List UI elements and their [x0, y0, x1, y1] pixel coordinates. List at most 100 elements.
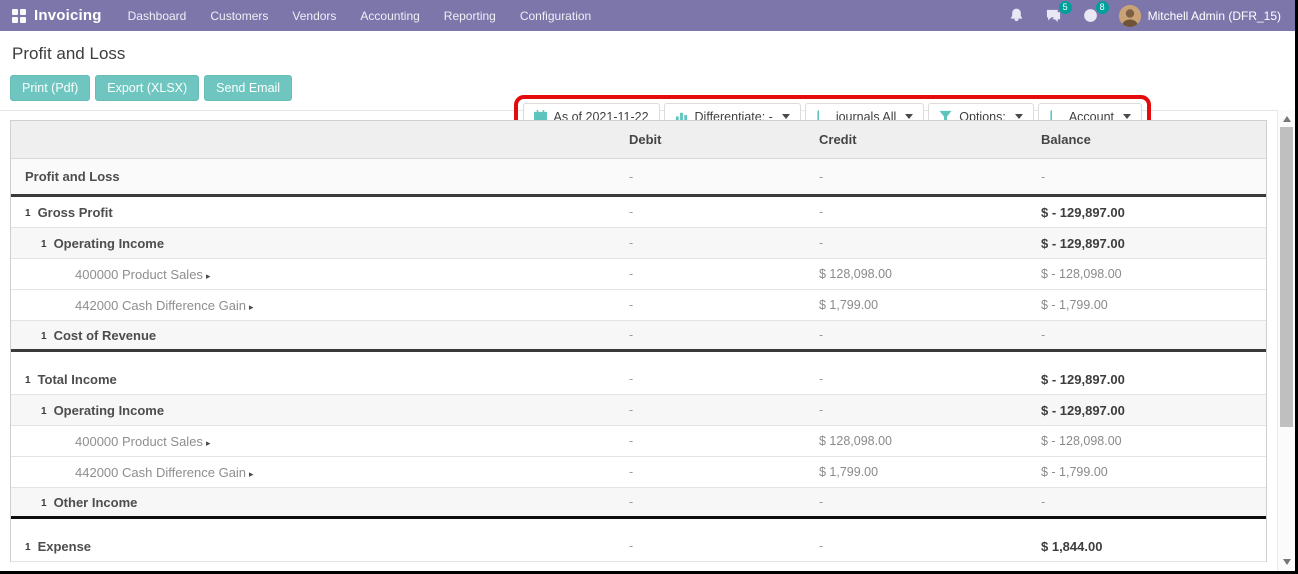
drilldown-arrow-icon: ▸ [205, 437, 211, 448]
user-name: Mitchell Admin (DFR_15) [1147, 8, 1281, 23]
table-header-row: Debit Credit Balance [11, 121, 1266, 159]
credit-value: $ 128,098.00 [819, 267, 892, 281]
balance-value: $ - 129,897.00 [1041, 402, 1125, 418]
unfold-caret-icon: 1 [25, 541, 31, 553]
section-spacer [11, 352, 1266, 364]
report-row-operating-income[interactable]: 1 Operating Income - - $ - 129,897.00 [11, 228, 1266, 259]
report-row-expense[interactable]: 1 Expense - - $ 1,844.00 [11, 531, 1266, 562]
balance-value: - [1041, 328, 1046, 342]
report-row-442000-cash-difference-gain[interactable]: 442000 Cash Difference Gain ▸ - $ 1,799.00 $… [11, 457, 1266, 488]
activities-count-badge: 8 [1095, 1, 1109, 14]
scroll-down-icon[interactable] [1278, 555, 1295, 569]
report-row-442000-cash-difference-gain[interactable]: 442000 Cash Difference Gain ▸ - $ 1,799.00 $… [11, 290, 1266, 321]
balance-value: $ - 129,897.00 [1041, 371, 1125, 387]
main-menu: Dashboard Customers Vendors Accounting Repor… [116, 0, 604, 31]
credit-value: - [819, 372, 824, 386]
drilldown-arrow-icon: ▸ [249, 301, 254, 312]
credit-value: - [819, 169, 824, 184]
report-row-other-income[interactable]: 1 Other Income - - - [11, 488, 1266, 519]
book-icon [1049, 110, 1062, 123]
balance-value: $ - 128,098.00 [1041, 267, 1122, 281]
credit-value: $ 1,799.00 [819, 298, 879, 312]
unfold-caret-icon: 1 [25, 374, 31, 386]
debit-value: - [629, 169, 634, 184]
row-label: 400000 Product Sales [75, 433, 203, 449]
vertical-scrollbar[interactable] [1277, 110, 1295, 571]
report-row-cost-of-revenue[interactable]: 1 Cost of Revenue - - - [11, 321, 1266, 352]
row-label: 400000 Product Sales [75, 266, 203, 282]
menu-item-dashboard[interactable]: Dashboard [127, 8, 187, 23]
caret-down-icon [1123, 114, 1131, 119]
table-body: Profit and Loss - - - 1 Gross Profit - - $ - 129… [11, 159, 1266, 562]
row-label: Profit and Loss [25, 169, 120, 184]
scrollbar-thumb[interactable] [1280, 127, 1293, 427]
credit-value: $ 128,098.00 [819, 434, 892, 448]
row-label: 442000 Cash Difference Gain [75, 297, 247, 313]
credit-value: - [819, 539, 824, 553]
debit-value: - [629, 328, 634, 342]
header-credit: Credit [819, 132, 857, 147]
report-row-total-income[interactable]: 1 Total Income - - $ - 129,897.00 [11, 364, 1266, 395]
control-panel: Profit and Loss Print (Pdf) Export (XLSX)… [0, 31, 1295, 138]
credit-value: - [819, 205, 824, 219]
send-email-button[interactable]: Send Email [204, 75, 293, 101]
row-label: Operating Income [53, 402, 165, 418]
bell-icon[interactable] [1008, 7, 1025, 24]
report-row-profit-and-loss[interactable]: Profit and Loss - - - [11, 159, 1266, 197]
book-icon [816, 110, 829, 123]
menu-item-accounting[interactable]: Accounting [360, 8, 420, 23]
menu-item-configuration[interactable]: Configuration [519, 8, 592, 23]
row-label: Gross Profit [37, 204, 113, 220]
menu-item-customers[interactable]: Customers [210, 8, 269, 23]
report-row-400000-product-sales[interactable]: 400000 Product Sales ▸ - $ 128,098.00 $ - 12… [11, 259, 1266, 290]
report-row-gross-profit[interactable]: 1 Gross Profit - - $ - 129,897.00 [11, 197, 1266, 228]
drilldown-arrow-icon: ▸ [205, 270, 211, 281]
balance-value: $ - 129,897.00 [1041, 204, 1125, 220]
report-row-operating-income[interactable]: 1 Operating Income - - $ - 129,897.00 [11, 395, 1266, 426]
scroll-up-icon[interactable] [1278, 112, 1295, 126]
page-title: Profit and Loss [12, 44, 126, 63]
apps-menu-icon[interactable] [12, 8, 26, 23]
caret-down-icon [905, 114, 914, 119]
filter-icon [939, 110, 952, 123]
top-nav: Invoicing Dashboard Customers Vendors Accou… [0, 0, 1295, 31]
credit-value: - [819, 403, 824, 417]
header-debit: Debit [629, 132, 662, 147]
messages-count-badge: 5 [1058, 1, 1072, 14]
section-spacer [11, 519, 1266, 531]
report-row-400000-product-sales[interactable]: 400000 Product Sales ▸ - $ 128,098.00 $ - 12… [11, 426, 1266, 457]
user-menu[interactable]: Mitchell Admin (DFR_15) [1118, 4, 1281, 27]
avatar [1118, 4, 1141, 27]
debit-value: - [629, 298, 634, 312]
caret-down-icon [781, 114, 790, 119]
report-actions: Print (Pdf) Export (XLSX) Send Email [10, 75, 293, 101]
credit-value: - [819, 236, 824, 250]
debit-value: - [629, 495, 634, 509]
unfold-caret-icon: 1 [41, 238, 47, 250]
activity-clock-icon[interactable]: 8 [1082, 1, 1109, 24]
debit-value: - [629, 403, 634, 417]
balance-value: $ - 128,098.00 [1041, 434, 1122, 448]
row-label: Other Income [53, 494, 138, 510]
messages-icon[interactable]: 5 [1045, 1, 1072, 24]
balance-value: $ 1,844.00 [1041, 538, 1103, 554]
debit-value: - [629, 434, 634, 448]
row-label: Operating Income [53, 235, 165, 251]
unfold-caret-icon: 1 [25, 207, 31, 219]
print-pdf-button[interactable]: Print (Pdf) [10, 75, 91, 101]
app-name[interactable]: Invoicing [34, 7, 102, 24]
menu-item-vendors[interactable]: Vendors [292, 8, 337, 23]
row-label: Cost of Revenue [53, 327, 157, 343]
profit-loss-table: Debit Credit Balance Profit and Loss - - -1… [10, 120, 1267, 562]
systray: 5 8 Mitchell Admin (DFR_15) [1008, 1, 1285, 27]
debit-value: - [629, 205, 634, 219]
debit-value: - [629, 372, 634, 386]
menu-item-reporting[interactable]: Reporting [443, 8, 496, 23]
debit-value: - [629, 236, 634, 250]
balance-value: - [1041, 169, 1046, 184]
credit-value: - [819, 495, 824, 509]
export-xlsx-button[interactable]: Export (XLSX) [95, 75, 200, 101]
balance-value: $ - 1,799.00 [1041, 465, 1108, 479]
debit-value: - [629, 539, 634, 553]
